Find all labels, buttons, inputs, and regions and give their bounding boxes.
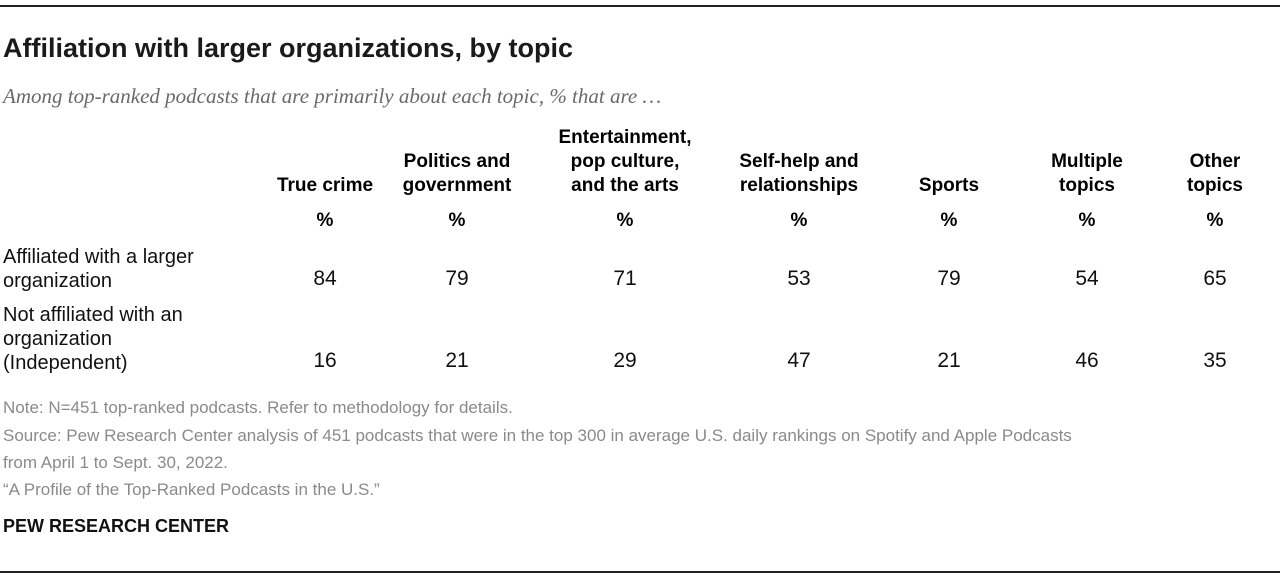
bottom-rule bbox=[0, 571, 1280, 573]
table-cell-value: 65 bbox=[1203, 267, 1227, 290]
column-header: Self-help and relationships bbox=[704, 120, 894, 198]
top-rule bbox=[0, 5, 1280, 7]
column-header: Other topics bbox=[1120, 120, 1280, 198]
column-header-label: Multiple topics bbox=[1051, 151, 1123, 196]
percent-unit-label: % bbox=[1206, 210, 1224, 231]
note-line: Note: N=451 top-ranked podcasts. Refer t… bbox=[3, 398, 513, 417]
table-cell-value: 35 bbox=[1203, 349, 1227, 372]
table-cell-value: 79 bbox=[445, 267, 469, 290]
row-label: Affiliated with a larger organization bbox=[3, 246, 194, 292]
note-line: Source: Pew Research Center analysis of … bbox=[3, 426, 1072, 445]
table-cell-value: 21 bbox=[445, 349, 469, 372]
table-cell-value: 53 bbox=[787, 267, 811, 290]
column-header: Multiple topics bbox=[992, 120, 1182, 198]
table-cell-value: 29 bbox=[613, 349, 637, 372]
percent-unit-label: % bbox=[316, 210, 334, 231]
note-line: “A Profile of the Top-Ranked Podcasts in… bbox=[3, 480, 380, 499]
table-cell-value: 47 bbox=[787, 349, 811, 372]
table-cell-value: 84 bbox=[313, 267, 337, 290]
column-header: Sports bbox=[854, 120, 1044, 198]
column-header-label: Sports bbox=[918, 175, 980, 196]
row-label: Not affiliated with an organization (Ind… bbox=[3, 304, 183, 374]
column-header-label: Entertainment, pop culture, and the arts bbox=[558, 127, 692, 196]
column-header: Entertainment, pop culture, and the arts bbox=[530, 120, 720, 198]
percent-unit-label: % bbox=[790, 210, 808, 231]
table-cell-value: 71 bbox=[613, 267, 637, 290]
chart-subtitle: Among top-ranked podcasts that are prima… bbox=[3, 84, 662, 108]
note-line: from April 1 to Sept. 30, 2022. bbox=[3, 453, 228, 472]
percent-unit-label: % bbox=[1078, 210, 1096, 231]
table-cell-value: 79 bbox=[937, 267, 961, 290]
table-cell-value: 21 bbox=[937, 349, 961, 372]
column-header-label: Other topics bbox=[1187, 151, 1243, 196]
percent-unit-label: % bbox=[616, 210, 634, 231]
column-header: Politics and government bbox=[362, 120, 552, 198]
column-header-label: Politics and government bbox=[402, 151, 512, 196]
column-header: True crime bbox=[230, 120, 420, 198]
table-cell-value: 54 bbox=[1075, 267, 1099, 290]
brand-logo-text: PEW RESEARCH CENTER bbox=[3, 516, 230, 536]
column-header-label: Self-help and relationships bbox=[739, 151, 859, 196]
percent-unit-label: % bbox=[448, 210, 466, 231]
table-cell-value: 16 bbox=[313, 349, 337, 372]
chart-title: Affiliation with larger organizations, b… bbox=[3, 33, 574, 63]
column-header-label: True crime bbox=[276, 175, 374, 196]
percent-unit-label: % bbox=[940, 210, 958, 231]
table-cell-value: 46 bbox=[1075, 349, 1099, 372]
